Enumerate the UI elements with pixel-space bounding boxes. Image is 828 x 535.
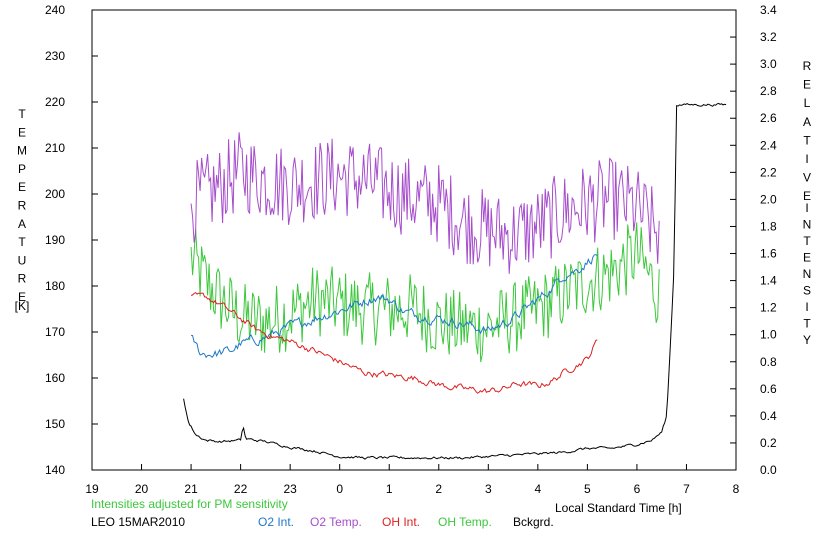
right-tick-label: 2.2 [760, 165, 777, 179]
right-tick-label: 3.2 [760, 30, 777, 44]
right-axis-label-letter: I [805, 300, 808, 314]
left-tick-label: 230 [45, 49, 65, 63]
legend-entry: O2 Int. [258, 515, 294, 529]
right-axis: 0.0 0.2 0.4 0.6 0.8 1.0 1.2 1.4 1.6 1.8 2.0 2.2 2.4 2… [730, 3, 777, 477]
x-tick-label: 7 [683, 482, 690, 496]
right-tick-label: 2.0 [760, 192, 777, 206]
right-axis-label-letter: T [803, 133, 811, 147]
x-tick-label: 19 [85, 482, 99, 496]
legend-entry: Bckgrd. [513, 515, 554, 529]
left-axis-label-letter: E [18, 180, 26, 194]
right-axis-label-letter: E [803, 78, 811, 92]
right-tick-label: 0.8 [760, 355, 777, 369]
legend-entry: O2 Temp. [310, 515, 362, 529]
station-label: LEO 15MAR2010 [91, 515, 185, 529]
left-tick-label: 140 [45, 463, 65, 477]
left-axis-label-letter: R [18, 199, 27, 213]
right-tick-label: 0.6 [760, 382, 777, 396]
x-axis-label: Local Standard Time [h] [555, 501, 682, 515]
x-tick-label: 0 [336, 482, 343, 496]
left-axis-label-letter: E [18, 290, 26, 304]
right-tick-label: 3.0 [760, 57, 777, 71]
left-axis-label-letter: P [18, 162, 26, 176]
legend-entry: OH Temp. [438, 515, 492, 529]
left-tick-label: 240 [45, 3, 65, 17]
legend-entry: OH Int. [382, 515, 420, 529]
right-tick-label: 0.2 [760, 436, 777, 450]
x-tick-label: 23 [283, 482, 297, 496]
right-tick-label: 1.6 [760, 247, 777, 261]
x-tick-label: 2 [435, 482, 442, 496]
series-line-oh-int [190, 291, 598, 394]
right-axis-label-letter: I [805, 152, 808, 166]
left-axis-unit: [K] [15, 299, 30, 313]
note-text: Intensities adjusted for PM sensitivity [91, 497, 288, 511]
right-axis-label-letter: L [804, 96, 811, 110]
right-axis-label-letter: E [803, 251, 811, 265]
left-axis-label-letter: U [18, 253, 27, 267]
right-tick-label: 0.0 [760, 463, 777, 477]
right-axis-label-letter: S [803, 284, 811, 298]
right-tick-label: 2.6 [760, 111, 777, 125]
right-axis-label-letter: R [803, 59, 812, 73]
left-tick-label: 160 [45, 371, 65, 385]
right-tick-label: 1.4 [760, 274, 777, 288]
x-tick-label: 3 [485, 482, 492, 496]
x-tick-label: 5 [584, 482, 591, 496]
right-tick-label: 1.8 [760, 219, 777, 233]
right-axis-label-letter: N [803, 267, 812, 281]
right-axis-label-letter: E [803, 189, 811, 203]
left-axis-label-letter: E [18, 125, 26, 139]
left-axis-label-letter: R [18, 272, 27, 286]
series-line-o2-int [191, 254, 598, 359]
x-tick-label: 8 [733, 482, 740, 496]
right-axis-label-letter: A [803, 115, 811, 129]
x-tick-label: 22 [234, 482, 248, 496]
right-axis-label-letter: T [803, 317, 811, 331]
left-axis-label-letter: T [18, 235, 26, 249]
series-layer [183, 102, 727, 460]
right-axis-label-letter: T [803, 234, 811, 248]
right-axis-label-letter: I [805, 201, 808, 215]
left-tick-label: 150 [45, 417, 65, 431]
left-tick-label: 200 [45, 187, 65, 201]
left-axis-label-letter: T [18, 107, 26, 121]
right-tick-label: 1.2 [760, 301, 777, 315]
left-tick-label: 180 [45, 279, 65, 293]
right-tick-label: 2.8 [760, 84, 777, 98]
right-axis-label-letter: V [803, 171, 811, 185]
right-axis-label-letter: N [803, 218, 812, 232]
legend: O2 Int. O2 Temp. OH Int. OH Temp. Bckgrd. [258, 515, 554, 529]
left-axis-label-letter: M [17, 144, 27, 158]
series-line-bckgrd [183, 102, 727, 460]
left-tick-label: 170 [45, 325, 65, 339]
right-tick-label: 0.4 [760, 409, 777, 423]
x-tick-label: 1 [386, 482, 393, 496]
left-tick-label: 210 [45, 141, 65, 155]
left-axis: 140 150 160 170 180 190 200 210 220 230 240 [45, 3, 98, 477]
x-tick-label: 6 [634, 482, 641, 496]
right-tick-label: 3.4 [760, 3, 777, 17]
left-axis-label-letter: A [18, 217, 26, 231]
right-axis-label-letter: Y [803, 333, 811, 347]
right-tick-label: 2.4 [760, 138, 777, 152]
series-line-o2-temp [190, 132, 660, 274]
x-axis: 19 20 21 22 23 0 1 2 3 4 5 6 7 8 [85, 464, 740, 496]
x-tick-label: 21 [184, 482, 198, 496]
x-tick-label: 4 [535, 482, 542, 496]
right-tick-label: 1.0 [760, 328, 777, 342]
x-tick-label: 20 [135, 482, 149, 496]
left-tick-label: 220 [45, 95, 65, 109]
left-tick-label: 190 [45, 233, 65, 247]
series-line-oh-temp [190, 222, 660, 363]
